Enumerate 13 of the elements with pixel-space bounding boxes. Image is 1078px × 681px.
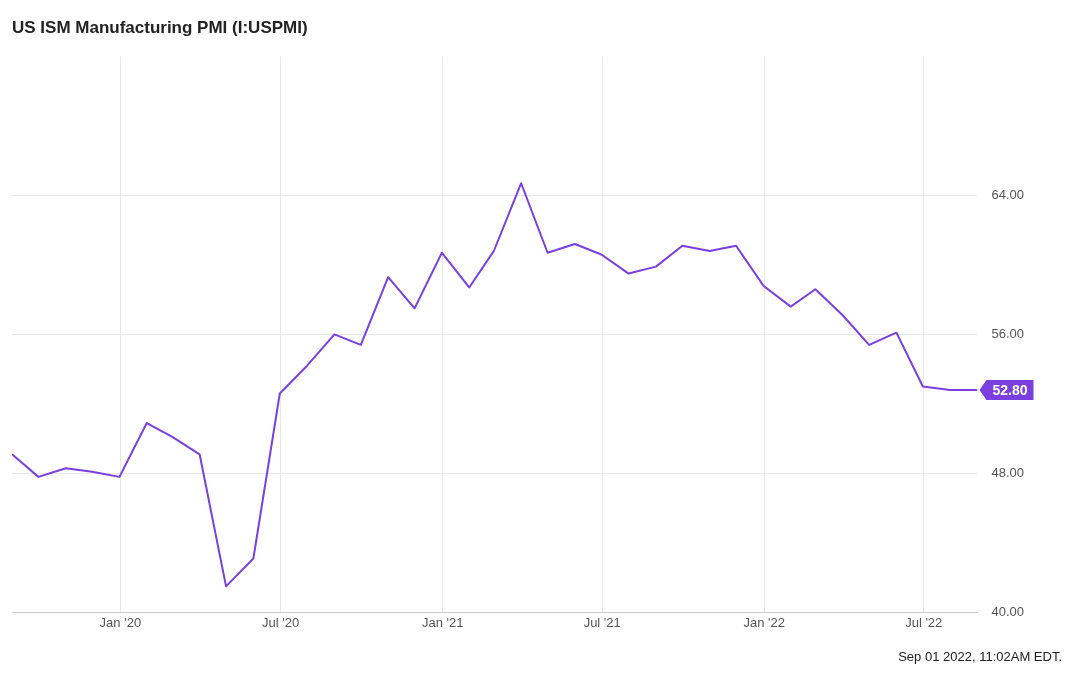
annotation: 52.80 bbox=[992, 381, 1028, 398]
y-tick-label: 56.00 bbox=[991, 325, 1025, 341]
x-tick-label: Jul '20 bbox=[262, 614, 300, 630]
x-tick-label: Jul '21 bbox=[583, 614, 621, 630]
x-tick-label: Jan '21 bbox=[422, 614, 464, 630]
x-tick-label: Jan '20 bbox=[99, 614, 142, 630]
y-tick-label: 40.00 bbox=[991, 603, 1025, 619]
x-tick-label: Jul '22 bbox=[905, 614, 943, 630]
x-tick-label: Jan '22 bbox=[743, 614, 786, 630]
chart-title: US ISM Manufacturing PMI (I:USPMI) bbox=[12, 17, 308, 37]
text: Sep 01 2022, 11:02AM EDT. bbox=[898, 649, 1062, 665]
y-tick-label: 64.00 bbox=[991, 186, 1025, 202]
y-tick-label: 48.00 bbox=[991, 464, 1025, 480]
